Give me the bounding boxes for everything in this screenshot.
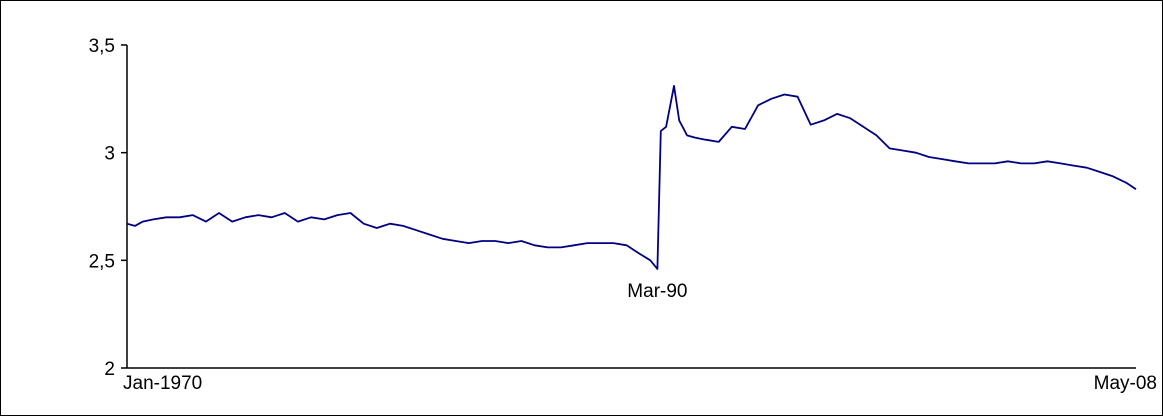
y-tick-label: 2,5 (89, 251, 115, 272)
y-tick-label: 3 (104, 144, 115, 165)
y-ticks: 2 2,5 3 3,5 (89, 36, 127, 380)
x-tick-label-start: Jan-1970 (123, 373, 202, 394)
y-tick-label: 2 (104, 359, 115, 380)
x-tick-label-end: May-08 (1094, 373, 1157, 394)
annotations: Mar-90 (627, 281, 687, 302)
x-labels: Jan-1970 May-08 (123, 373, 1157, 394)
annotation-label: Mar-90 (627, 281, 687, 302)
series-line (126, 85, 1137, 270)
y-tick-label: 3,5 (89, 36, 115, 57)
